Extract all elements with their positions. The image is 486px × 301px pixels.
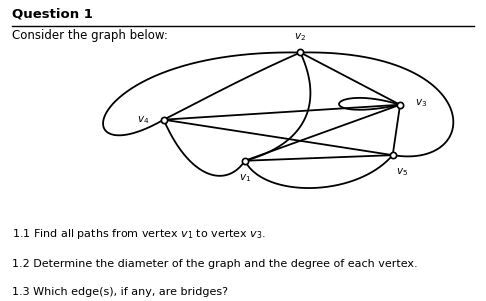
Text: $v_5$: $v_5$ xyxy=(397,166,408,178)
Text: $v_4$: $v_4$ xyxy=(137,114,149,126)
Text: $v_2$: $v_2$ xyxy=(295,31,306,43)
Text: Consider the graph below:: Consider the graph below: xyxy=(12,29,168,42)
Text: Question 1: Question 1 xyxy=(12,8,93,20)
Text: $v_3$: $v_3$ xyxy=(415,97,427,109)
Text: 1.2 Determine the diameter of the graph and the degree of each vertex.: 1.2 Determine the diameter of the graph … xyxy=(12,259,418,269)
Text: $v_1$: $v_1$ xyxy=(239,172,251,184)
Text: 1.1 Find all paths from vertex $v_1$ to vertex $v_3$.: 1.1 Find all paths from vertex $v_1$ to … xyxy=(12,227,266,241)
Text: 1.3 Which edge(s), if any, are bridges?: 1.3 Which edge(s), if any, are bridges? xyxy=(12,287,228,297)
